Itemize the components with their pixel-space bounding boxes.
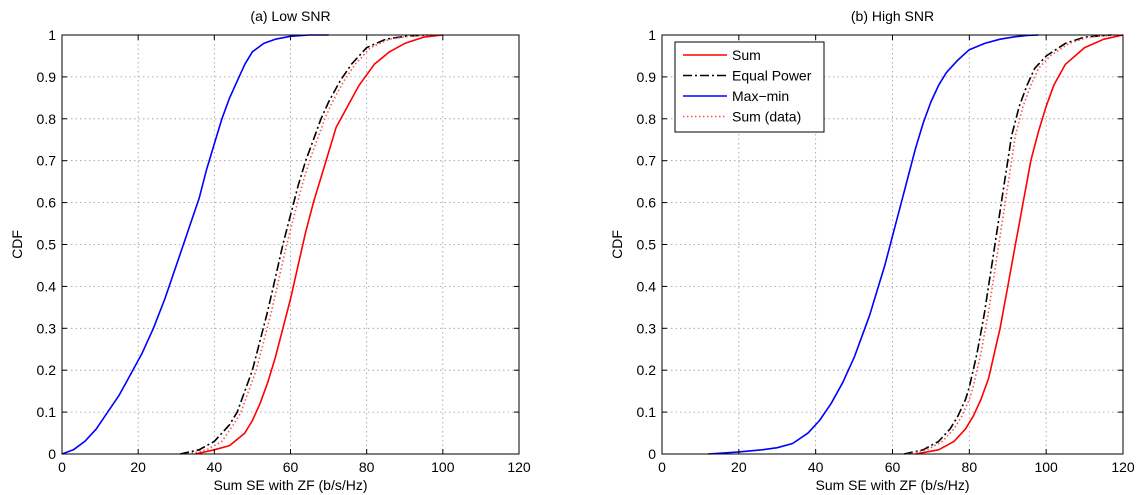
x-tick-label: 20 [731,459,747,475]
x-tick-label: 80 [962,459,978,475]
ticks-panel-a: 0 20 40 60 80 100 120 0 0.1 0.2 0.3 0.4 0.5 0.6 0.7 0.8… [37,27,531,475]
series-group-b [708,34,1124,455]
y-tick-label: 0.4 [37,278,57,294]
y-tick-label: 0.5 [637,237,657,253]
series-line-equal-power [903,34,1112,455]
series-line-sum-data [187,34,432,455]
grid-panel-a [62,35,519,454]
series-line-max-min [708,34,1039,455]
y-tick-label: 0.3 [37,320,57,336]
x-tick-label: 0 [658,459,666,475]
y-tick-label: 0.4 [637,278,657,294]
chart-title: (b) High SNR [851,8,934,24]
y-axis-label: CDF [609,230,625,259]
x-tick-label: 0 [58,459,66,475]
y-tick-label: 0.7 [37,153,57,169]
x-tick-label: 120 [507,459,531,475]
y-tick-label: 0.3 [637,320,657,336]
legend-label-sum: Sum [732,47,761,63]
legend-label-max-min: Max−min [732,88,789,104]
series-line-sum [915,34,1124,455]
x-tick-label: 100 [1034,459,1058,475]
x-tick-label: 40 [808,459,824,475]
x-tick-label: 40 [207,459,223,475]
y-tick-label: 0.1 [37,404,57,420]
x-tick-label: 120 [1111,459,1135,475]
chart-panel-a: 0 20 40 60 80 100 120 0 0.1 0.2 0.3 0.4 0.5 0.6 0.7 0.8… [9,8,531,493]
y-tick-label: 0.9 [37,69,57,85]
y-axis-label: CDF [9,230,25,259]
y-tick-label: 0.9 [637,69,657,85]
y-tick-label: 1 [648,27,656,43]
x-axis-label: Sum SE with ZF (b/s/Hz) [213,477,367,493]
series-line-sum-data [907,34,1116,455]
series-line-max-min [61,34,329,455]
y-tick-label: 0.2 [37,362,57,378]
y-tick-label: 0.8 [37,111,57,127]
x-tick-label: 100 [431,459,455,475]
y-tick-label: 0.8 [637,111,657,127]
series-line-sum [195,34,443,455]
series-line-equal-power [179,34,428,455]
x-tick-label: 60 [283,459,299,475]
ticks-panel-b: 0 20 40 60 80 100 120 0 0.1 0.2 0.3 0.4 0.5 0.6 0.7 0.8… [637,27,1135,475]
y-tick-label: 0 [648,446,656,462]
y-tick-label: 0.6 [637,195,657,211]
y-tick-label: 0.6 [37,195,57,211]
y-tick-label: 0.1 [637,404,657,420]
legend-label-equal-power: Equal Power [732,68,812,84]
y-tick-label: 0.7 [637,153,657,169]
x-tick-label: 20 [130,459,146,475]
x-tick-label: 80 [359,459,375,475]
y-tick-label: 1 [48,27,56,43]
chart-title: (a) Low SNR [250,8,330,24]
y-tick-label: 0.5 [37,237,57,253]
y-tick-label: 0.2 [637,362,657,378]
legend: Sum Equal Power Max−min Sum (data) [674,41,825,133]
x-axis-label: Sum SE with ZF (b/s/Hz) [815,477,969,493]
legend-label-sum-data: Sum (data) [732,109,801,125]
y-tick-label: 0 [48,446,56,462]
x-tick-label: 60 [885,459,901,475]
chart-panel-b: 0 20 40 60 80 100 120 0 0.1 0.2 0.3 0.4 0.5 0.6 0.7 0.8… [609,8,1135,493]
series-group-a [61,34,443,455]
